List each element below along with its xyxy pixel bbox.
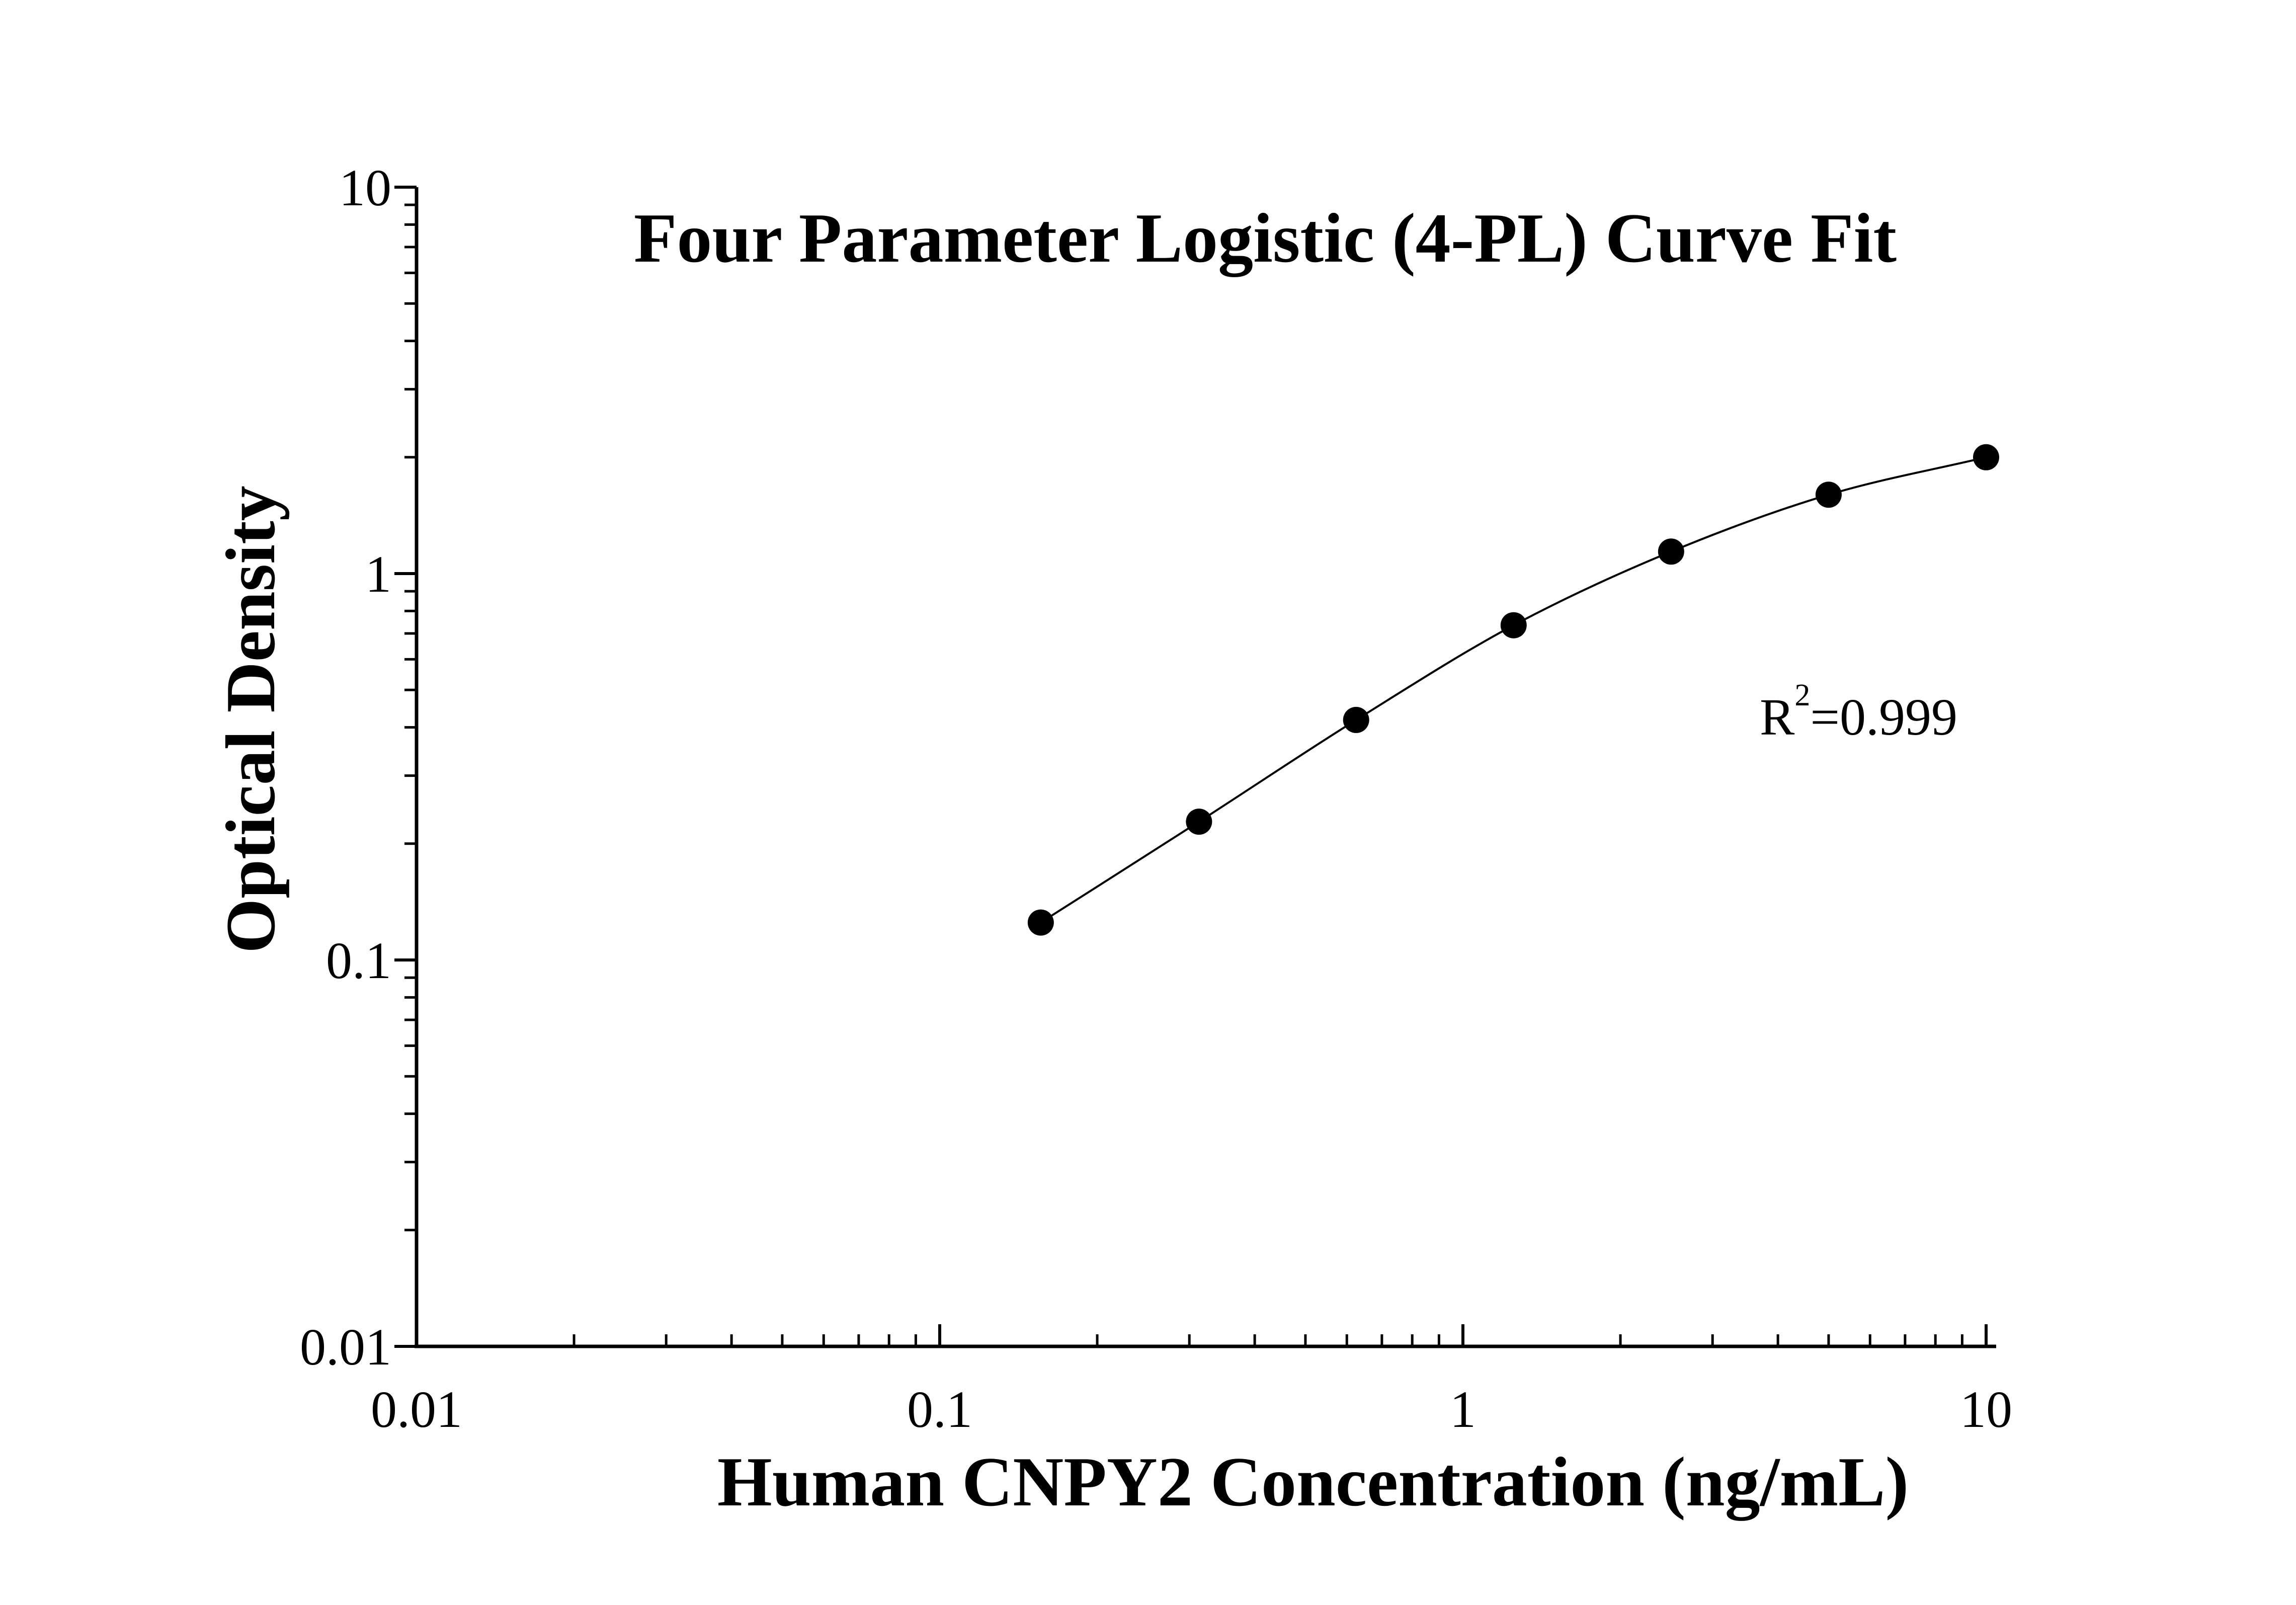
x-axis-label: Human CNPY2 Concentration (ng/mL) (717, 1443, 1909, 1521)
axes (415, 187, 1996, 1348)
y-tick-label: 10 (339, 159, 391, 217)
data-points (1027, 444, 1999, 936)
y-tick-label: 0.1 (326, 932, 391, 990)
x-tick-label: 0.01 (371, 1381, 462, 1438)
y-tick-label: 0.01 (300, 1318, 391, 1376)
x-tick-label: 0.1 (907, 1381, 972, 1438)
data-point (1658, 538, 1684, 565)
ticks (394, 186, 1988, 1348)
r-squared-annotation: R2=0.999 (1760, 678, 1957, 746)
r-squared-value: =0.999 (1810, 688, 1957, 746)
data-point (1027, 909, 1054, 936)
x-tick-label: 1 (1450, 1381, 1476, 1438)
data-point (1186, 809, 1212, 835)
data-point (1500, 612, 1527, 638)
data-point (1815, 482, 1842, 508)
chart-title: Four Parameter Logistic (4-PL) Curve Fit (634, 199, 1897, 277)
r-squared-superscript: 2 (1794, 678, 1810, 712)
tick-labels: 0.01 0.1 1 10 0.01 0.1 1 10 (300, 159, 2012, 1438)
r-squared-prefix: R (1760, 688, 1795, 746)
y-tick-label: 1 (365, 545, 391, 603)
y-axis-label: Optical Density (212, 486, 290, 953)
data-point (1973, 444, 1999, 470)
x-tick-label: 10 (1960, 1381, 2012, 1438)
data-point (1343, 706, 1369, 733)
